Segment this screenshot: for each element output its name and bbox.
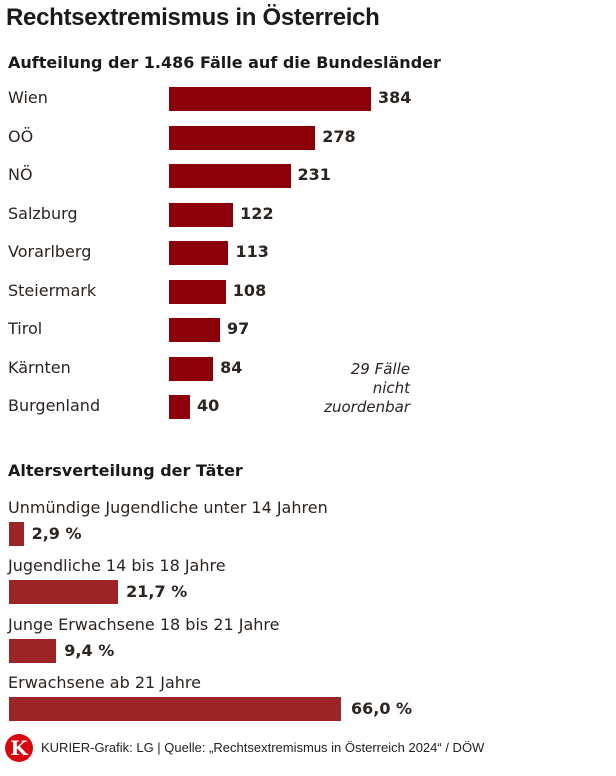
category-label: Jugendliche 14 bis 18 Jahre: [8, 556, 226, 576]
category-label: OÖ: [8, 126, 34, 146]
bar: [169, 318, 221, 342]
bar: [169, 164, 291, 188]
category-label: Burgenland: [8, 396, 101, 415]
chart2-title: Altersverteilung der Täter: [8, 461, 243, 480]
annotation-line: 29 Fälle: [350, 360, 410, 378]
kurier-logo: K: [5, 734, 33, 762]
source-note: KURIER-Grafik: LG | Quelle: „Rechtsextre…: [41, 740, 485, 755]
value-label: 113: [235, 242, 269, 261]
category-label: Vorarlberg: [8, 242, 92, 261]
value-label: 21,7 %: [126, 582, 188, 602]
annotation-line: nicht: [372, 379, 410, 397]
bar: [9, 696, 341, 721]
category-label: Wien: [8, 88, 48, 107]
value-label: 97: [227, 319, 250, 338]
category-label: Kärnten: [8, 357, 71, 377]
value-label: 2,9 %: [31, 524, 82, 543]
chart-title: Rechtsextremismus in Österreich: [6, 4, 380, 31]
bar: [9, 638, 57, 663]
value-label: 40: [197, 396, 220, 415]
bar: [169, 87, 371, 111]
bar: [169, 241, 229, 265]
bar: [169, 202, 234, 227]
category-label: Junge Erwachsene 18 bis 21 Jahre: [8, 614, 280, 634]
bar: [169, 279, 226, 304]
category-label: Tirol: [8, 319, 43, 338]
value-label: 108: [232, 280, 267, 300]
bar: [169, 125, 316, 150]
bar: [9, 580, 119, 605]
bar: [169, 356, 214, 381]
value-label: 384: [377, 88, 412, 107]
bar: [169, 395, 191, 419]
value-label: 9,4 %: [64, 640, 115, 660]
bar: [9, 522, 24, 546]
category-label: Salzburg: [8, 203, 78, 223]
category-label: NÖ: [8, 165, 33, 184]
value-label: 66,0 %: [350, 698, 413, 718]
category-label: Erwachsene ab 21 Jahre: [8, 672, 201, 692]
value-label: 122: [240, 203, 274, 223]
value-label: 84: [220, 357, 243, 377]
value-label: 231: [297, 165, 331, 184]
annotation-line: zuordenbar: [324, 398, 410, 416]
category-label: Steiermark: [8, 280, 97, 300]
category-label: Unmündige Jugendliche unter 14 Jahren: [8, 498, 328, 517]
chart1-title: Aufteilung der 1.486 Fälle auf die Bunde…: [8, 53, 441, 72]
annotation-unassigned: 29 Fälle nicht zuordenbar: [300, 360, 410, 417]
value-label: 278: [322, 126, 356, 146]
